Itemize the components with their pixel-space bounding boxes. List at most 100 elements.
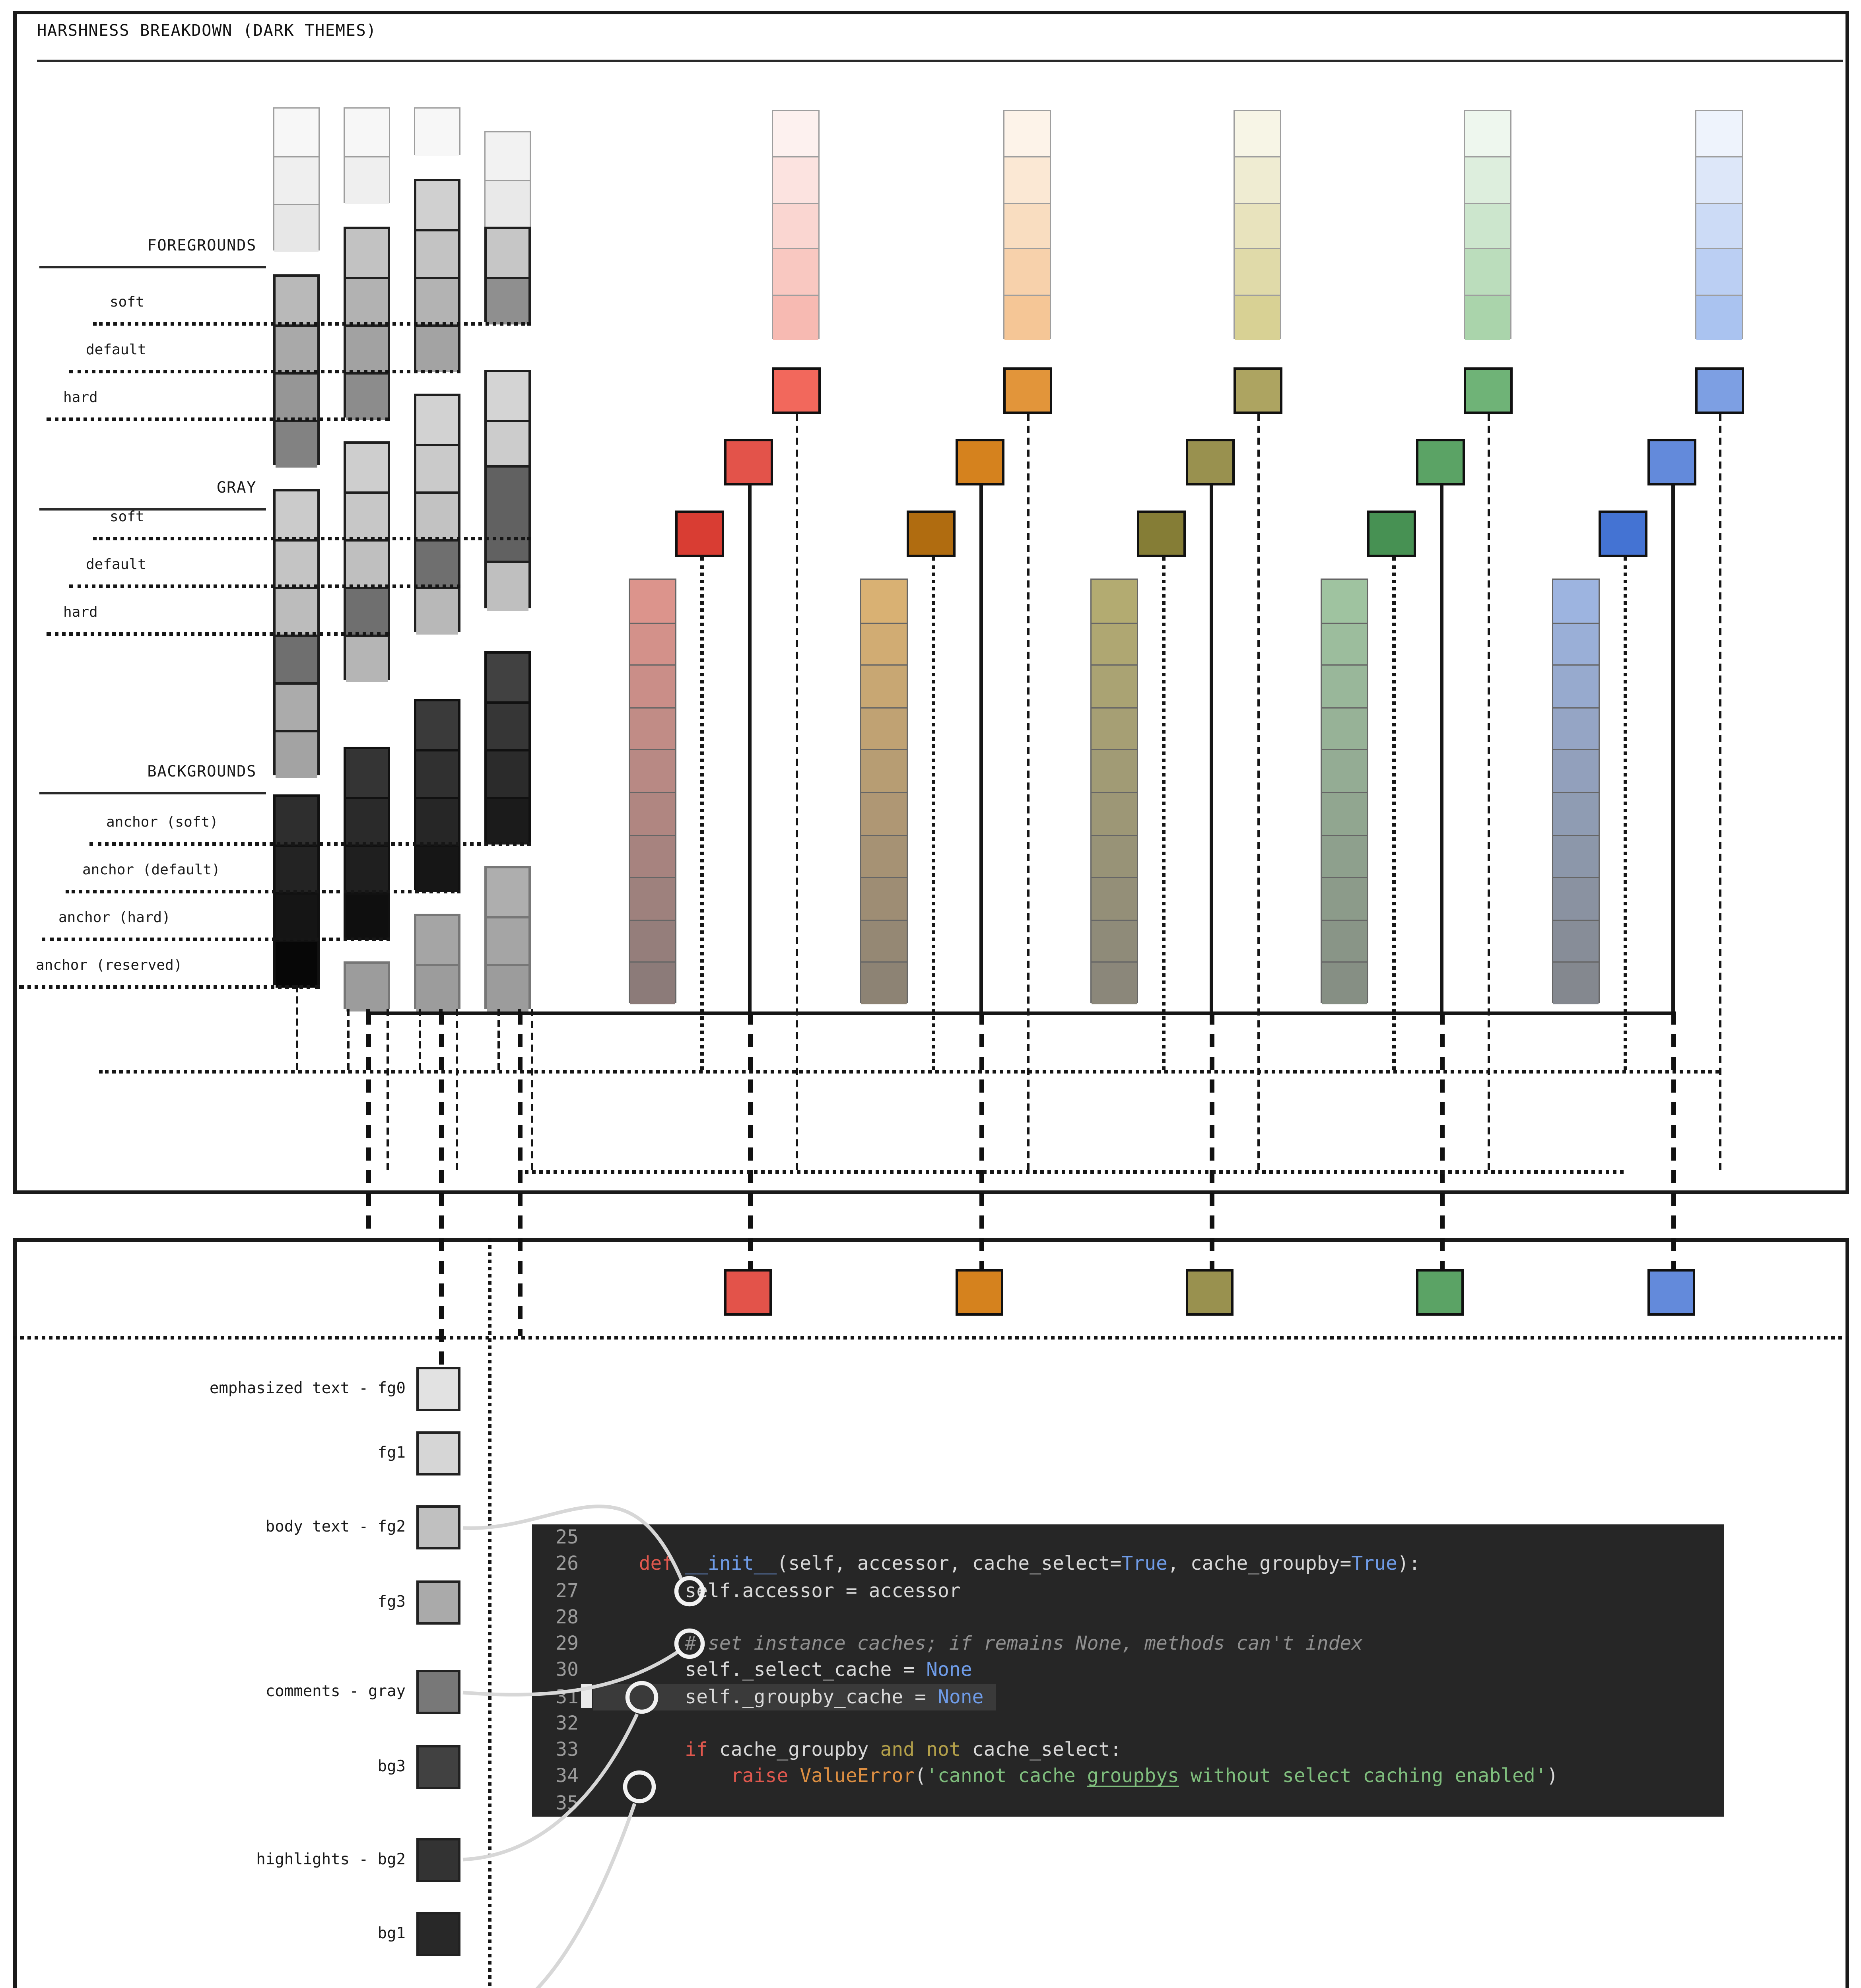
neutral-column-4-segment-2 [484, 227, 531, 324]
accent-olive-tint-strip-cell [1235, 248, 1280, 294]
code-token: None [926, 1658, 972, 1681]
code-line-27: 27 self.accessor = accessor [532, 1578, 1724, 1604]
fg-hard-leader [47, 417, 390, 421]
code-line-26: 26 def __init__(self, accessor, cache_se… [532, 1551, 1724, 1578]
neutral-column-3-segment-4-cell [416, 749, 458, 797]
neutral-column-4-segment-6-cell [487, 749, 528, 797]
accent-green-ramp-strip-cell [1322, 834, 1367, 877]
code-token: cache_select: [960, 1738, 1122, 1761]
line-number: 33 [556, 1738, 579, 1761]
accent-orange-hard-swatch [907, 511, 956, 557]
bg-anchor-soft-leader [89, 842, 531, 846]
accent-green-tint-strip-cell [1465, 157, 1510, 203]
neutral-column-3-segment-5-cell [416, 916, 458, 964]
legend-swatch-7 [416, 1912, 460, 1956]
accent-orange-ramp-strip-cell [861, 834, 907, 877]
bg-anchor-default-leader [66, 890, 460, 893]
accent-orange-ramp-strip-cell [861, 792, 907, 835]
neutral-column-1-segment-1 [273, 107, 320, 252]
neutral-column-1-segment-1-cell [274, 156, 319, 204]
accent-blue-default-line [1671, 485, 1675, 1011]
neutral-column-3-segment-3 [414, 394, 460, 635]
neutral-column-4-segment-3-cell [487, 420, 528, 468]
fg-default-leader [69, 370, 460, 373]
line-number: 35 [556, 1791, 579, 1814]
accent-red-ramp-strip-cell [630, 919, 675, 962]
neutral-column-2-segment-2-cell [346, 277, 388, 324]
neutral-column-3-segment-3-cell [416, 491, 458, 539]
col4-heavy-drop [518, 1011, 522, 1336]
col4-drop-dash-right [531, 1009, 533, 1170]
accent-green-default-line [1440, 485, 1443, 1011]
neutral-column-3-segment-4-cell [416, 797, 458, 845]
accent-olive-ramp-strip-cell [1092, 877, 1137, 920]
code-line-31: 31 self._groupby_cache = None [532, 1683, 1724, 1710]
accent-red-ramp-strip-cell [630, 580, 675, 622]
accent-blue-ramp-strip-cell [1553, 707, 1599, 750]
accent-blue-bottom-swatch [1647, 1269, 1695, 1316]
neutral-column-1-segment-3-cell [276, 730, 317, 778]
accent-red-ramp-strip-cell [630, 834, 675, 877]
bg-anchor-hard-label: anchor (hard) [58, 909, 171, 926]
neutral-column-4-segment-7-cell [487, 916, 528, 964]
accent-green-hard-swatch [1367, 511, 1416, 557]
neutral-column-2-segment-4-cell [346, 797, 388, 845]
accent-red-ramp-strip-cell [630, 664, 675, 707]
neutral-column-4-segment-7-cell [487, 868, 528, 916]
code-token: raise [730, 1765, 789, 1788]
neutral-column-4-segment-6-cell [487, 701, 528, 749]
code-line-33: 33 if cache_groupby and not cache_select… [532, 1737, 1724, 1763]
line-number: 26 [556, 1552, 579, 1575]
accent-orange-tint-strip-cell [1004, 157, 1050, 203]
accent-orange-ramp-strip-cell [861, 749, 907, 792]
code-token: True [1351, 1552, 1397, 1575]
code-token: groupbys [1087, 1765, 1179, 1788]
accent-red-ramp-strip-cell [630, 962, 675, 1004]
accent-olive-tint-strip-cell [1235, 294, 1280, 340]
code-token: # set instance caches; if remains None, … [685, 1632, 1363, 1655]
accent-red-default-swatch [724, 439, 773, 485]
neutral-column-2-segment-4-cell [346, 845, 388, 892]
col3-drop-dash-right [456, 1009, 458, 1170]
neutral-column-1-segment-4-cell [276, 940, 317, 988]
accent-blue-ramp-strip-cell [1553, 919, 1599, 962]
neutral-column-1-segment-2-cell [276, 324, 317, 372]
neutral-column-3-segment-2 [414, 179, 460, 372]
accent-green-hard-line [1392, 557, 1396, 1070]
legend-label-1: fg1 [377, 1444, 406, 1462]
neutral-column-3-segment-4-cell [416, 701, 458, 749]
fg-default-label: default [86, 341, 146, 358]
legend-label-4: comments - gray [265, 1683, 406, 1701]
gray-default-leader [69, 584, 460, 588]
accent-red-drop-line [748, 1011, 752, 1269]
accent-red-default-line [748, 485, 751, 1011]
line-number: 25 [556, 1526, 579, 1548]
accent-green-soft-swatch [1464, 367, 1513, 414]
code-line-32: 32 [532, 1710, 1724, 1737]
code-line-35: 35 [532, 1790, 1724, 1817]
accent-blue-ramp-strip-cell [1553, 664, 1599, 707]
neutral-column-4-segment-1-cell [486, 180, 530, 228]
bg-anchor-reserved-label: anchor (reserved) [36, 957, 183, 973]
col3-heavy-drop [439, 1011, 443, 1367]
accent-green-tint-strip [1464, 110, 1511, 340]
accent-green-soft-line [1488, 414, 1490, 1170]
code-line-34: 34 raise ValueError('cannot cache groupb… [532, 1763, 1724, 1790]
accent-blue-soft-swatch [1695, 367, 1744, 414]
neutral-column-4-segment-6-cell [487, 797, 528, 845]
neutral-column-1-segment-3-cell [276, 635, 317, 682]
col2-drop-dash-right [387, 1009, 389, 1170]
neutral-column-4-segment-4-cell [487, 468, 528, 563]
fg-soft-label: soft [110, 293, 144, 310]
accent-green-ramp-strip-cell [1322, 792, 1367, 835]
accent-red-tint-strip-cell [773, 157, 818, 203]
neutral-column-1-segment-1-cell [274, 109, 319, 156]
accent-blue-default-swatch [1647, 439, 1696, 485]
accent-green-ramp-strip [1321, 579, 1368, 1004]
accent-blue-tint-strip-cell [1696, 157, 1742, 203]
accent-blue-drop-line [1671, 1011, 1676, 1269]
code-token: None [937, 1685, 984, 1708]
line-number: 31 [556, 1685, 579, 1708]
code-token: self.accessor = accessor [685, 1578, 961, 1602]
code-token: 'cannot cache [926, 1765, 1087, 1788]
